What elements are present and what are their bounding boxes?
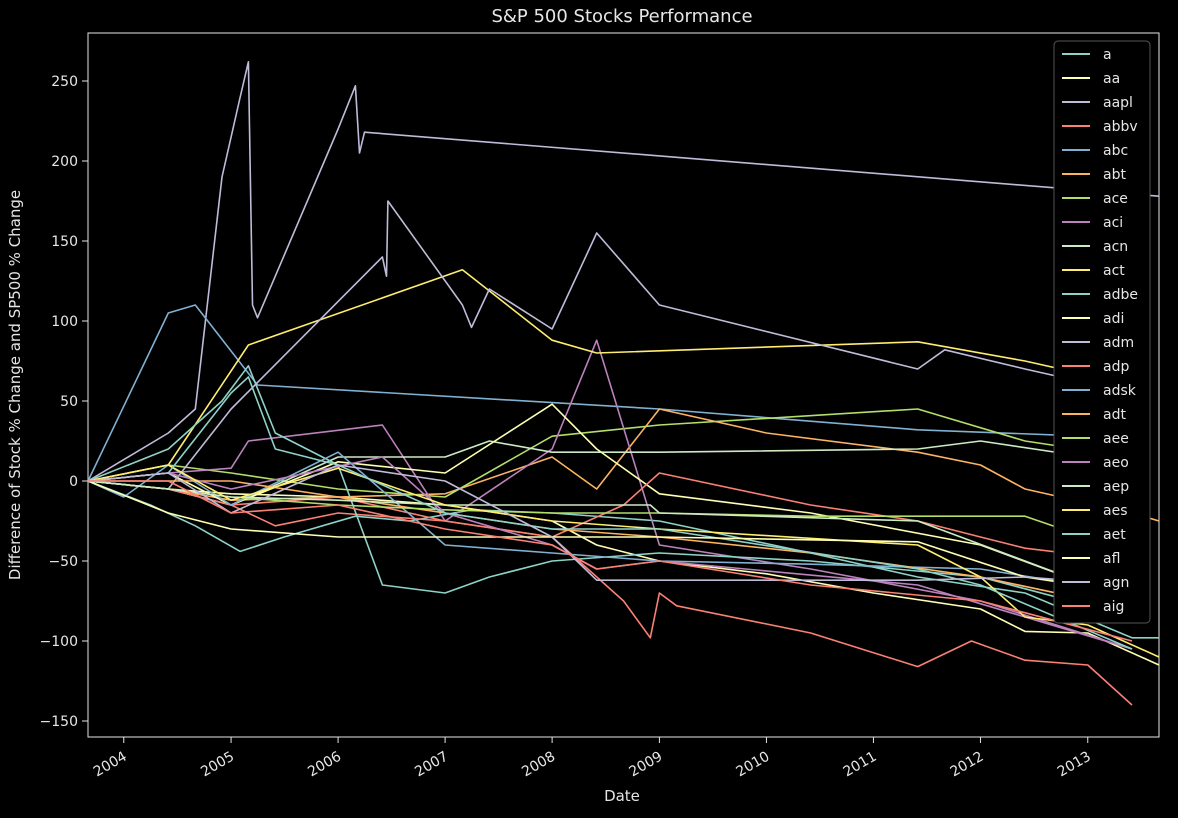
series-line-aes (87, 464, 1160, 658)
legend-label-aig: aig (1103, 599, 1124, 615)
legend-label-aa: aa (1103, 71, 1120, 87)
series-line-aci (87, 339, 1133, 650)
legend-label-acn: acn (1103, 239, 1128, 255)
series-line-agn (87, 464, 1133, 586)
legend-label-aee: aee (1103, 431, 1129, 447)
legend-label-adi: adi (1103, 311, 1124, 327)
legend-label-adbe: adbe (1103, 287, 1138, 303)
legend-label-abbv: abbv (1103, 119, 1138, 135)
legend-label-aet: aet (1103, 527, 1126, 543)
legend-label-aep: aep (1103, 479, 1129, 495)
legend-label-afl: afl (1103, 551, 1120, 567)
series-line-abt (87, 408, 1160, 522)
y-tick-label: 0 (69, 474, 78, 490)
legend-label-aes: aes (1103, 503, 1128, 519)
legend-label-agn: agn (1103, 575, 1129, 591)
legend-box (1053, 40, 1151, 624)
legend-label-adt: adt (1103, 407, 1126, 423)
y-tick-label: −100 (40, 634, 78, 650)
y-axis: 250 200 150 100 50 0 −50 −100 −150 (40, 74, 88, 730)
legend-label-ace: ace (1103, 191, 1128, 207)
y-tick-label: 250 (51, 74, 78, 90)
plot-area (87, 32, 1160, 738)
legend-label-abc: abc (1103, 143, 1128, 159)
y-tick-label: 200 (51, 154, 78, 170)
legend-label-adsk: adsk (1103, 383, 1137, 399)
y-tick-label: 50 (60, 394, 78, 410)
legend: aaaaaplabbvabcabtaceaciacnactadbeadiadma… (1053, 40, 1151, 624)
legend-label-aeo: aeo (1103, 455, 1129, 471)
series-line-abbv (87, 480, 1133, 706)
chart-title: S&P 500 Stocks Performance (491, 6, 752, 27)
legend-label-act: act (1103, 263, 1125, 279)
series-line-aep (87, 480, 1133, 602)
legend-label-adm: adm (1103, 335, 1134, 351)
series-line-ace (87, 408, 1133, 498)
legend-label-a: a (1103, 47, 1112, 63)
series-line-aapl (87, 60, 1160, 482)
y-axis-label: Difference of Stock % Change and SP500 %… (6, 190, 24, 580)
y-tick-label: −150 (40, 714, 78, 730)
series-line-aet (87, 376, 1133, 650)
series-line-adbe (87, 364, 1133, 618)
series-line-adm (87, 200, 1133, 490)
legend-label-aci: aci (1103, 215, 1123, 231)
x-axis-label: Date (604, 787, 640, 805)
legend-label-aapl: aapl (1103, 95, 1133, 111)
y-tick-label: −50 (48, 554, 78, 570)
legend-label-adp: adp (1103, 359, 1129, 375)
series-layer (87, 60, 1160, 706)
y-tick-label: 150 (51, 234, 78, 250)
series-line-adsk (87, 451, 1133, 594)
legend-label-abt: abt (1103, 167, 1126, 183)
series-line-aig (88, 480, 1133, 642)
y-tick-label: 100 (51, 314, 78, 330)
plot-frame (87, 32, 1160, 738)
